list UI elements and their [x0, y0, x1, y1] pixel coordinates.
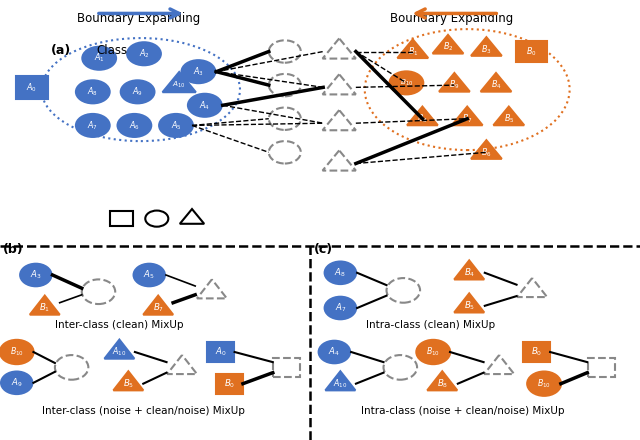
Circle shape [324, 296, 357, 320]
Polygon shape [471, 37, 502, 56]
Circle shape [126, 41, 162, 66]
Bar [524, 342, 550, 362]
Text: $B_8$: $B_8$ [417, 113, 428, 125]
Polygon shape [113, 371, 143, 390]
Polygon shape [452, 106, 483, 125]
Text: $A_4$: $A_4$ [199, 99, 211, 111]
Text: (a): (a) [51, 44, 72, 57]
Polygon shape [433, 35, 463, 54]
Bar [588, 357, 614, 378]
Polygon shape [428, 371, 457, 390]
Text: $A_7$: $A_7$ [335, 302, 346, 314]
Circle shape [75, 113, 111, 138]
Polygon shape [397, 40, 428, 58]
Circle shape [158, 113, 194, 138]
Circle shape [0, 339, 35, 365]
Text: $A_8$: $A_8$ [87, 86, 99, 98]
Circle shape [116, 113, 152, 138]
Text: $B_0$: $B_0$ [531, 346, 543, 358]
Circle shape [324, 260, 357, 285]
Text: $B_8$: $B_8$ [436, 378, 448, 390]
Polygon shape [143, 296, 173, 315]
Text: $B_4$: $B_4$ [491, 79, 501, 92]
Text: $A_7$: $A_7$ [87, 119, 99, 132]
Text: $A_3$: $A_3$ [30, 269, 42, 281]
Text: $B_9$: $B_9$ [449, 79, 460, 92]
Text: (b): (b) [3, 243, 24, 256]
Text: $B_3$: $B_3$ [481, 43, 492, 55]
Text: $B_5$: $B_5$ [463, 300, 475, 312]
Text: $A_9$: $A_9$ [11, 377, 22, 389]
Text: $B_5$: $B_5$ [123, 378, 134, 390]
Text: $A_{10}$: $A_{10}$ [112, 346, 127, 358]
Text: $B_4$: $B_4$ [463, 267, 475, 279]
Polygon shape [493, 106, 524, 125]
Bar [216, 374, 243, 393]
Circle shape [81, 46, 117, 71]
Text: $B_{10}$: $B_{10}$ [537, 378, 551, 390]
Text: $B_1$: $B_1$ [39, 302, 51, 314]
Text: $B_5$: $B_5$ [504, 113, 514, 125]
Circle shape [132, 263, 166, 287]
Polygon shape [471, 140, 502, 159]
Circle shape [187, 93, 223, 118]
Circle shape [75, 79, 111, 104]
Text: $A_0$: $A_0$ [26, 81, 38, 94]
Text: $A_9$: $A_9$ [132, 86, 143, 98]
Polygon shape [439, 73, 470, 92]
Bar [516, 41, 547, 62]
Text: $B_2$: $B_2$ [443, 41, 453, 53]
Text: $B_1$: $B_1$ [408, 45, 418, 58]
Text: $A_5$: $A_5$ [143, 269, 155, 281]
Text: Intra-class (clean) MixUp: Intra-class (clean) MixUp [365, 320, 495, 330]
Text: Boundary Expanding: Boundary Expanding [77, 12, 200, 26]
Text: $B_7$: $B_7$ [462, 113, 472, 125]
Text: $B_7$: $B_7$ [152, 302, 164, 314]
Text: $B_0$: $B_0$ [224, 378, 236, 390]
Text: Class: Class [96, 44, 127, 57]
Text: $B_6$: $B_6$ [481, 146, 492, 158]
Text: $A_1$: $A_1$ [93, 52, 105, 65]
Polygon shape [407, 106, 438, 125]
Text: $A_{10}$: $A_{10}$ [172, 80, 186, 90]
Text: $A_2$: $A_2$ [138, 48, 150, 60]
Text: Intra-class (noise + clean/noise) MixUp: Intra-class (noise + clean/noise) MixUp [362, 406, 565, 416]
Circle shape [415, 339, 451, 365]
Text: $A_4$: $A_4$ [328, 346, 340, 358]
Text: (c): (c) [314, 243, 333, 256]
Bar [207, 342, 234, 362]
Circle shape [0, 370, 33, 395]
Polygon shape [325, 371, 355, 390]
Text: $B_{10}$: $B_{10}$ [10, 346, 24, 358]
Polygon shape [104, 340, 134, 359]
Bar [110, 211, 133, 227]
Text: $A_6$: $A_6$ [129, 119, 140, 132]
Text: $B_0$: $B_0$ [526, 45, 536, 58]
Text: Inter-class (noise + clean/noise) MixUp: Inter-class (noise + clean/noise) MixUp [42, 406, 244, 416]
Circle shape [180, 59, 216, 84]
Text: $A_8$: $A_8$ [335, 267, 346, 279]
Polygon shape [30, 296, 60, 315]
Circle shape [120, 79, 156, 104]
Circle shape [388, 70, 424, 95]
Bar [16, 76, 48, 99]
Circle shape [19, 263, 52, 287]
Text: Inter-class (clean) MixUp: Inter-class (clean) MixUp [55, 320, 184, 330]
Text: $A_3$: $A_3$ [193, 66, 204, 78]
Polygon shape [454, 293, 484, 312]
Polygon shape [481, 73, 511, 92]
Text: $A_0$: $A_0$ [215, 346, 227, 358]
Text: Boundary Expanding: Boundary Expanding [390, 12, 514, 26]
Bar [273, 357, 300, 378]
Text: $A_5$: $A_5$ [170, 119, 182, 132]
Polygon shape [163, 72, 196, 92]
Text: $A_{10}$: $A_{10}$ [333, 378, 348, 390]
Circle shape [526, 370, 562, 397]
Text: $B_{10}$: $B_{10}$ [426, 346, 440, 358]
Text: $B_{10}$: $B_{10}$ [400, 78, 413, 88]
Circle shape [317, 340, 351, 364]
Polygon shape [454, 260, 484, 279]
